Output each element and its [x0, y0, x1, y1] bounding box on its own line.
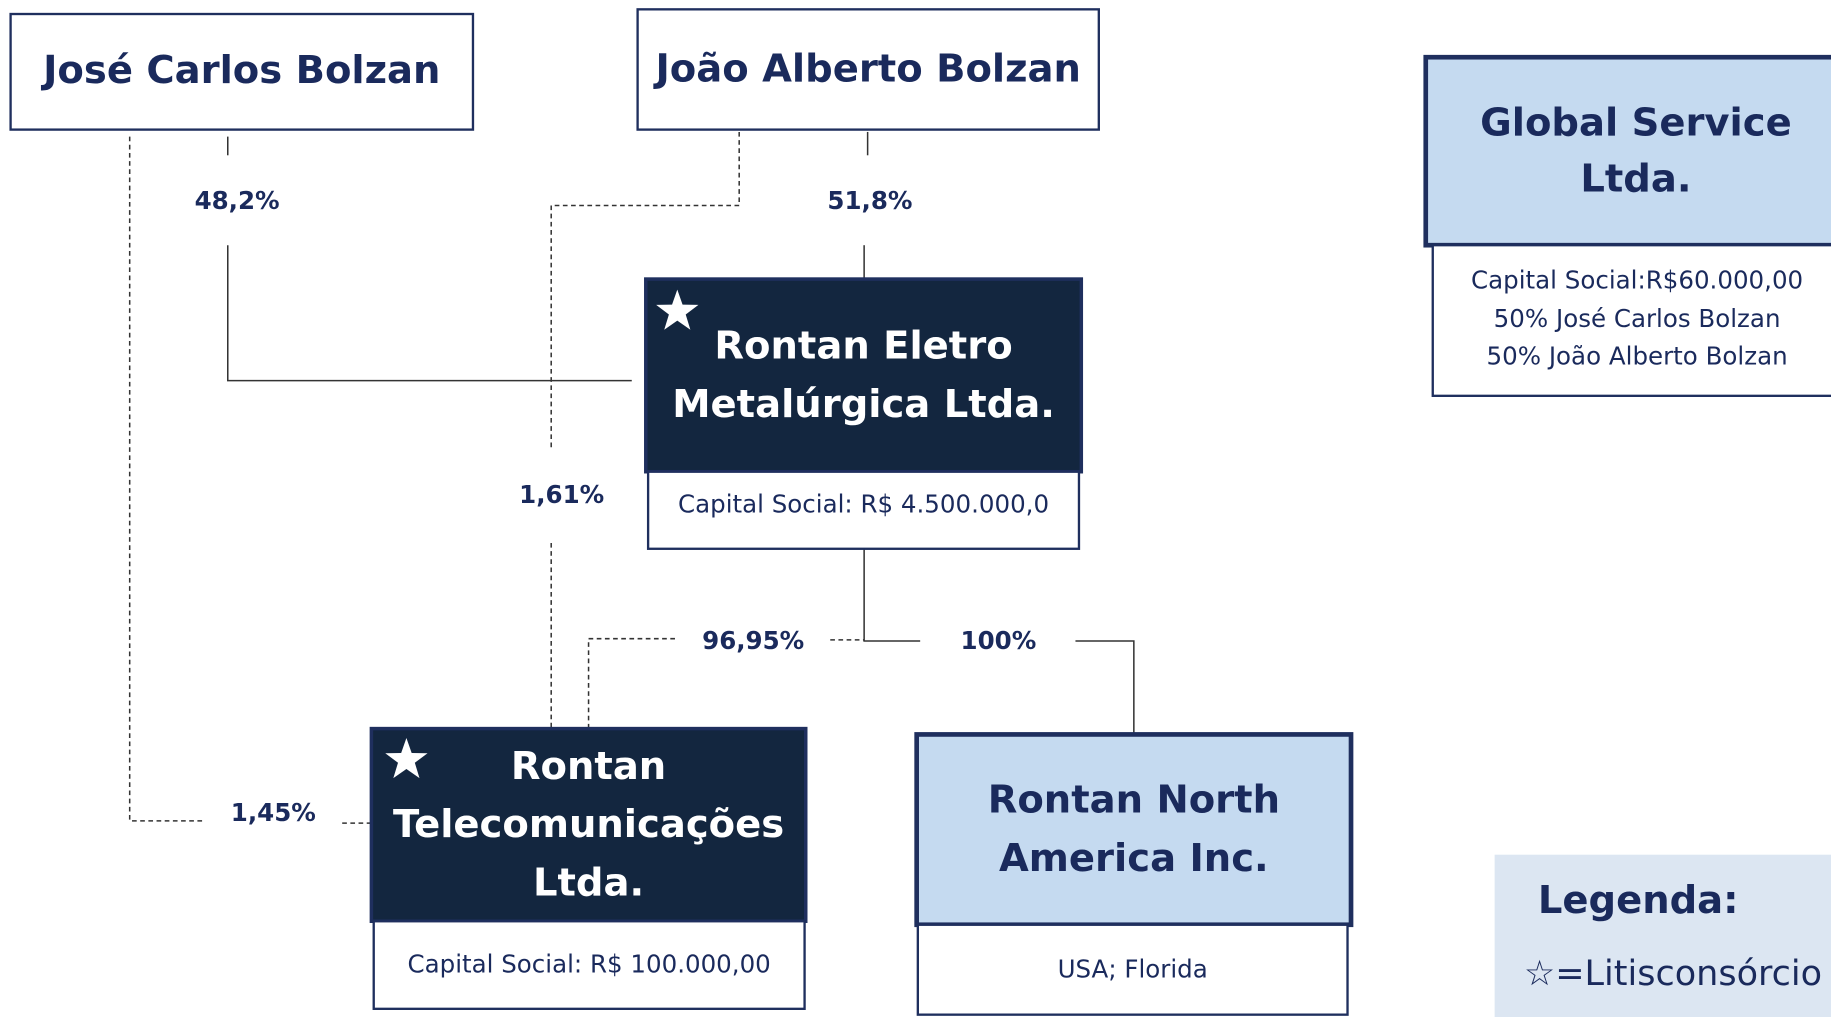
node-detail-box	[646, 470, 1081, 550]
star-icon	[656, 289, 699, 330]
node-title: Ltda.	[533, 861, 644, 906]
node-title: Global Service	[1480, 100, 1792, 145]
node-detail: 50% João Alberto Bolzan	[1487, 341, 1788, 370]
edge-line	[550, 131, 740, 450]
edge-line	[128, 136, 205, 822]
node-detail: Capital Social: R$ 4.500.000,0	[678, 490, 1049, 519]
edge-label: 96,95%	[702, 626, 804, 655]
node-box	[369, 726, 808, 924]
node-box	[644, 277, 1084, 474]
node-title: Metalúrgica Ltda.	[672, 382, 1055, 427]
node-box	[636, 8, 1100, 131]
edge-line	[587, 637, 675, 729]
node-box	[1423, 54, 1831, 248]
edge-line	[227, 245, 632, 382]
node-detail: 50% José Carlos Bolzan	[1494, 304, 1781, 333]
node-box	[9, 12, 475, 131]
edge-line	[1075, 640, 1135, 735]
edge-label: 1,45%	[231, 798, 316, 827]
node-title: José Carlos Bolzan	[40, 48, 440, 93]
node-detail-box	[1431, 244, 1831, 397]
legend-title: Legenda:	[1538, 878, 1739, 923]
node-detail-box	[916, 923, 1349, 1016]
node-title: Rontan	[511, 744, 666, 789]
node-title: America Inc.	[999, 836, 1269, 881]
node-title: Rontan North	[988, 778, 1280, 823]
node-box	[914, 732, 1354, 928]
node-title: Rontan Eletro	[714, 323, 1012, 368]
legend-entry: ☆=Litisconsórcio	[1524, 953, 1822, 994]
node-title: Telecomunicações	[393, 802, 784, 847]
edge-label: 51,8%	[827, 186, 912, 215]
node-title: Ltda.	[1580, 156, 1691, 201]
edge-line	[863, 548, 921, 642]
legend-box	[1494, 854, 1831, 1017]
edge-label: 48,2%	[195, 186, 280, 215]
node-detail: Capital Social:R$60.000,00	[1471, 265, 1803, 294]
node-title: João Alberto Bolzan	[652, 47, 1080, 92]
edge-label: 1,61%	[519, 480, 604, 509]
node-detail: Capital Social: R$ 100.000,00	[408, 950, 771, 979]
star-icon	[385, 737, 428, 779]
connectors	[128, 131, 1135, 824]
node-detail: USA; Florida	[1058, 954, 1208, 983]
node-detail-box	[372, 920, 806, 1010]
edge-label: 100%	[961, 626, 1037, 655]
